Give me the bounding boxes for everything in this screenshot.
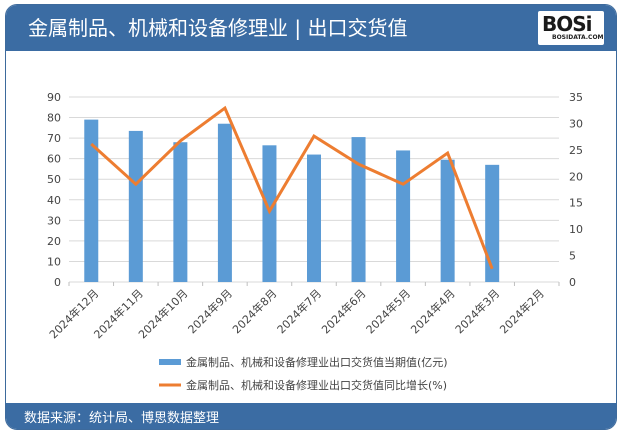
x-tick-label: 2024年4月 [408,286,458,336]
x-tick-label: 2024年9月 [185,286,235,336]
bar [128,130,143,282]
bar [351,137,366,282]
bar-series [84,119,500,282]
right-tick-label: 10 [569,223,583,236]
footer-bar: 数据来源：统计局、博思数据整理 [6,403,616,429]
left-tick-label: 80 [47,112,61,125]
x-tick-label: 2024年2月 [497,286,547,336]
right-axis-ticks: 0 5 10 15 20 25 30 35 [569,91,583,289]
left-tick-label: 20 [47,235,61,248]
right-tick-label: 0 [569,276,576,289]
left-tick-label: 70 [47,132,61,145]
left-axis-ticks: 0 10 20 30 40 50 60 70 80 90 [47,91,61,289]
x-tick-label: 2024年8月 [229,286,279,336]
x-tick-label: 2024年6月 [318,286,368,336]
bar [307,154,321,282]
left-tick-label: 40 [47,194,61,207]
legend-label-bar: 金属制品、机械和设备修理业出口交货值当期值(亿元) [186,355,448,369]
right-tick-label: 30 [569,117,583,130]
right-tick-label: 5 [569,250,576,263]
bar [396,150,411,282]
x-axis-labels: 2024年12月2024年11月2024年10月2024年9月2024年8月20… [46,286,547,341]
right-tick-label: 15 [569,197,583,210]
bar [84,119,99,282]
right-tick-label: 35 [569,91,583,104]
legend: 金属制品、机械和设备修理业出口交货值当期值(亿元) 金属制品、机械和设备修理业出口… [159,355,448,392]
logo-subtext: BOSIDATA.COM [552,34,604,41]
line-series [90,105,494,270]
left-tick-label: 10 [47,255,61,268]
bar [440,159,455,282]
left-tick-label: 30 [47,214,61,227]
bosi-logo: BOSi BOSIDATA.COM [538,11,604,45]
bar [485,164,500,282]
combo-chart: 0 10 20 30 40 50 60 70 80 90 0 5 10 15 20 25 30 35 2024年… [46,91,583,392]
x-tick-label: 2024年5月 [363,286,413,336]
left-tick-label: 60 [47,153,61,166]
left-tick-label: 50 [47,173,61,186]
growth-line [90,105,494,270]
left-tick-label: 0 [54,276,61,289]
right-tick-label: 25 [569,144,583,157]
header-bar: 金属制品、机械和设备修理业 | 出口交货值 BOSi BOSIDATA.COM [6,5,616,51]
left-tick-label: 90 [47,91,61,104]
bar [217,123,232,282]
x-tick-label: 2024年3月 [452,286,502,336]
bar [173,142,188,282]
page-title: 金属制品、机械和设备修理业 | 出口交货值 [28,16,408,40]
logo-text: BOSi [542,12,593,36]
data-source: 数据来源：统计局、博思数据整理 [24,411,220,426]
chart-frame: 金属制品、机械和设备修理业 | 出口交货值 BOSi BOSIDATA.COM … [5,4,617,430]
right-tick-label: 20 [569,170,583,183]
legend-label-line: 金属制品、机械和设备修理业出口交货值同比增长(%) [186,378,447,392]
legend-bar-swatch [159,359,181,365]
x-tick-label: 2024年7月 [274,286,324,336]
